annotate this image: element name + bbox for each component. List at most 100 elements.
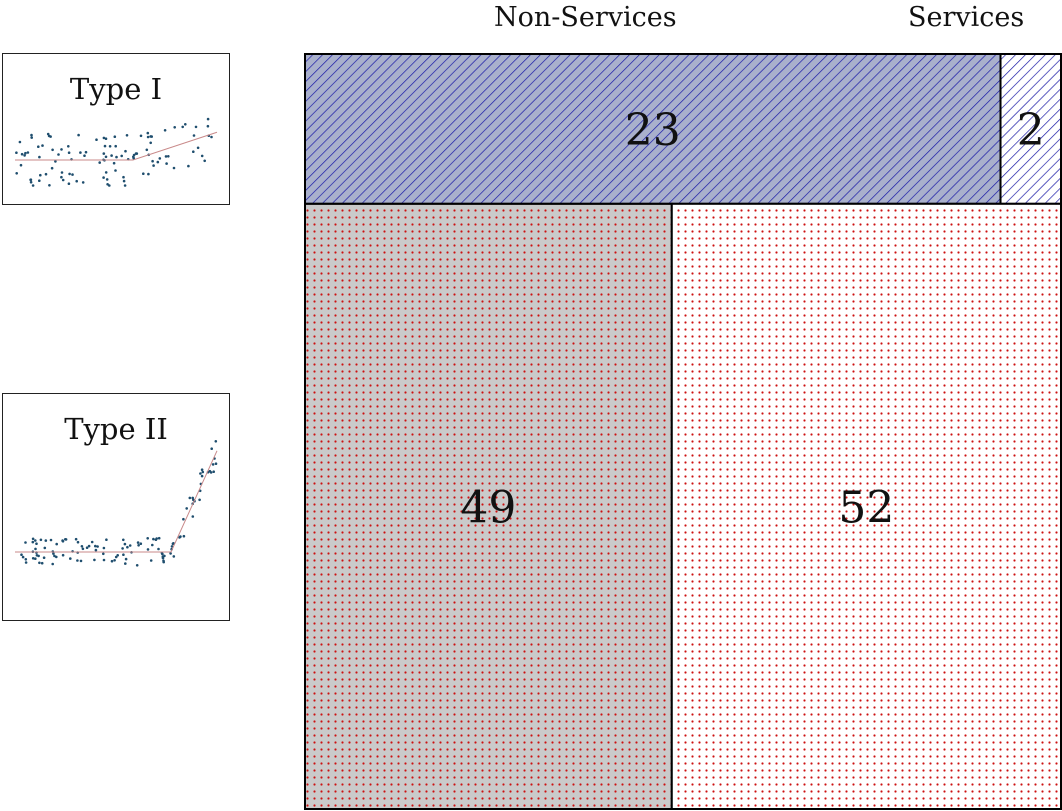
scatter-points [15, 117, 213, 187]
scatter-point [113, 135, 117, 138]
cell-type-ii-non-services: 49 [304, 202, 673, 810]
scatter-point [102, 546, 106, 550]
scatter-point [210, 135, 213, 139]
scatter-point [155, 537, 158, 540]
scatter-point [214, 440, 218, 443]
scatter-point [125, 134, 129, 137]
scatter-point [74, 537, 78, 541]
scatter-point [38, 179, 41, 182]
scatter-point [132, 156, 135, 160]
scatter-point [164, 155, 168, 158]
scatter-point [121, 547, 124, 550]
scatter-point [145, 148, 149, 152]
cell-type-i-non-services: 23 [304, 53, 1002, 205]
type-1-title: Type I [69, 72, 163, 106]
scatter-point [31, 557, 35, 560]
scatter-point [146, 131, 150, 135]
scatter-point [48, 184, 51, 187]
scatter-point [158, 157, 162, 160]
scatter-point [192, 134, 196, 137]
scatter-point [150, 135, 153, 138]
scatter-point [67, 182, 71, 185]
scatter-point [104, 155, 108, 159]
cell-value-label: 52 [838, 482, 894, 533]
scatter-point [137, 544, 140, 547]
scatter-point [76, 559, 79, 562]
scatter-point [194, 125, 198, 129]
scatter-point [149, 559, 153, 562]
scatter-point [34, 539, 37, 542]
scatter-point [181, 125, 184, 129]
mosaic-plot: 23 2 49 52 [304, 53, 1062, 810]
scatter-point [103, 144, 107, 148]
scatter-point [81, 547, 85, 551]
scatter-point [122, 175, 125, 179]
scatter-point [116, 554, 119, 557]
fit-line [15, 131, 218, 161]
scatter-point [60, 148, 63, 151]
scatter-point [46, 132, 50, 136]
scatter-point [163, 129, 167, 132]
scatter-point [75, 179, 78, 183]
scatter-point [113, 559, 116, 562]
scatter-point [61, 540, 65, 543]
scatter-point [61, 553, 65, 557]
scatter-point [146, 135, 150, 139]
scatter-point [24, 541, 27, 544]
scatter-point [110, 154, 113, 157]
scatter-point [200, 468, 204, 471]
scatter-point [50, 166, 54, 170]
scatter-point [128, 544, 132, 547]
scatter-point [115, 155, 118, 159]
scatter-point [29, 178, 32, 182]
scatter-point [192, 150, 195, 153]
scatter-point [105, 178, 109, 181]
scatter-point [108, 184, 111, 187]
scatter-point [114, 169, 117, 172]
type-2-thumbnail: Type II [2, 393, 230, 621]
scatter-point [60, 171, 64, 174]
scatter-point [152, 537, 155, 541]
scatter-point [67, 145, 70, 148]
scatter-point [44, 172, 48, 176]
scatter-point [201, 470, 205, 474]
scatter-point [172, 555, 176, 558]
scatter-point [23, 154, 26, 157]
scatter-point [26, 151, 30, 154]
scatter-point [102, 552, 105, 556]
scatter-point [191, 496, 194, 500]
scatter-point [210, 447, 213, 450]
scatter-point [69, 557, 72, 560]
scatter-point [185, 507, 188, 510]
scatter-point [191, 515, 195, 518]
scatter-point [54, 160, 57, 163]
scatter-point [80, 545, 84, 548]
scatter-point [173, 126, 176, 129]
scatter-point [38, 155, 41, 159]
scatter-point [102, 176, 105, 179]
scatter-point [81, 181, 85, 184]
cell-value-label: 49 [460, 482, 516, 533]
scatter-point [76, 540, 80, 544]
scatter-point [114, 144, 117, 148]
scatter-point [20, 553, 23, 556]
scatter-point [104, 137, 108, 140]
scatter-point [146, 537, 149, 540]
scatter-point [167, 155, 170, 158]
scatter-point [24, 561, 28, 564]
scatter-point [84, 150, 88, 154]
scatter-point [162, 560, 165, 564]
scatter-point [37, 554, 40, 558]
scatter-point [120, 154, 123, 158]
scatter-point [15, 172, 18, 175]
scatter-point [209, 471, 213, 474]
scatter-point [19, 163, 23, 167]
scatter-point [96, 545, 99, 548]
scatter-point [212, 470, 215, 473]
scatter-point [146, 548, 150, 551]
scatter-point [57, 153, 60, 156]
scatter-point [24, 558, 28, 561]
scatter-point [126, 545, 129, 549]
scatter-point [79, 559, 83, 563]
type-1-scatter-plot [15, 117, 218, 187]
